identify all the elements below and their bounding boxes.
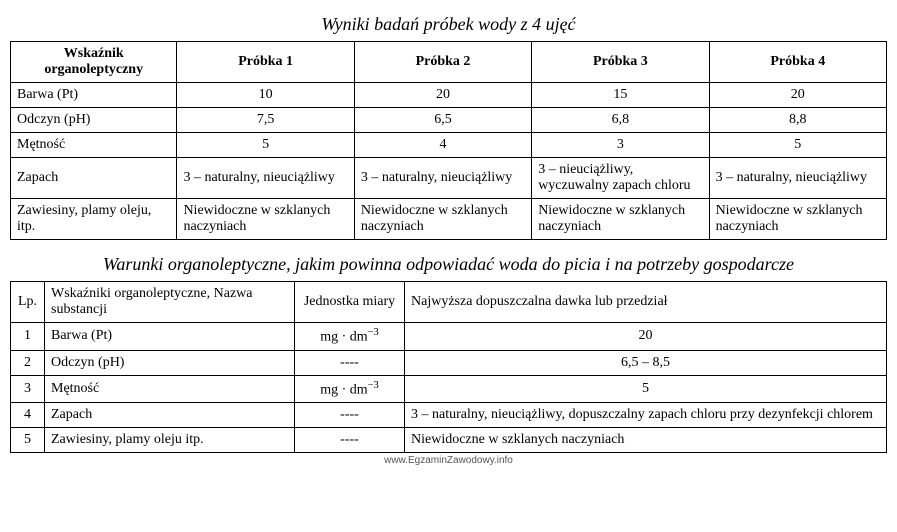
col-header-lp: Lp.	[11, 282, 45, 323]
cell-unit: ----	[295, 403, 405, 428]
cell-value: Niewidoczne w szklanych naczyniach	[532, 199, 709, 240]
table2-title: Warunki organoleptyczne, jakim powinna o…	[10, 254, 887, 275]
cell-value: 6,5	[354, 108, 531, 133]
cell-value: 20	[354, 83, 531, 108]
cell-value: 8,8	[709, 108, 886, 133]
col-header-indicator: Wskaźnik organoleptyczny	[11, 42, 177, 83]
results-table: Wskaźnik organoleptyczny Próbka 1 Próbka…	[10, 41, 887, 240]
cell-lp: 2	[11, 350, 45, 375]
cell-value: 15	[532, 83, 709, 108]
col-header-limit: Najwyższa dopuszczalna dawka lub przedzi…	[405, 282, 887, 323]
table-row: Mętność5435	[11, 133, 887, 158]
cell-unit: mg · dm−3	[295, 323, 405, 351]
cell-value: 3 – naturalny, nieuciążliwy	[354, 158, 531, 199]
cell-name: Barwa (Pt)	[45, 323, 295, 351]
requirements-table: Lp. Wskaźniki organoleptyczne, Nazwa sub…	[10, 281, 887, 453]
cell-value: 20	[709, 83, 886, 108]
table-row: Odczyn (pH)7,56,56,88,8	[11, 108, 887, 133]
col-header-sample4: Próbka 4	[709, 42, 886, 83]
cell-value: 6,8	[532, 108, 709, 133]
table-row: Zapach3 – naturalny, nieuciążliwy3 – nat…	[11, 158, 887, 199]
table-row: 2Odczyn (pH)----6,5 – 8,5	[11, 350, 887, 375]
cell-limit: 20	[405, 323, 887, 351]
col-header-unit: Jednostka miary	[295, 282, 405, 323]
cell-value: 3 – nieuciążliwy, wyczuwalny zapach chlo…	[532, 158, 709, 199]
cell-limit: 3 – naturalny, nieuciążliwy, dopuszczaln…	[405, 403, 887, 428]
col-header-sample2: Próbka 2	[354, 42, 531, 83]
table-header-row: Wskaźnik organoleptyczny Próbka 1 Próbka…	[11, 42, 887, 83]
cell-unit: mg · dm−3	[295, 375, 405, 403]
row-label: Barwa (Pt)	[11, 83, 177, 108]
cell-value: 3	[532, 133, 709, 158]
cell-unit: ----	[295, 428, 405, 453]
cell-name: Odczyn (pH)	[45, 350, 295, 375]
cell-value: 4	[354, 133, 531, 158]
cell-name: Mętność	[45, 375, 295, 403]
table-row: Zawiesiny, plamy oleju, itp.Niewidoczne …	[11, 199, 887, 240]
cell-value: 3 – naturalny, nieuciążliwy	[709, 158, 886, 199]
table1-title: Wyniki badań próbek wody z 4 ujęć	[10, 14, 887, 35]
table-header-row: Lp. Wskaźniki organoleptyczne, Nazwa sub…	[11, 282, 887, 323]
cell-value: 10	[177, 83, 354, 108]
cell-limit: Niewidoczne w szklanych naczyniach	[405, 428, 887, 453]
cell-name: Zapach	[45, 403, 295, 428]
cell-value: 3 – naturalny, nieuciążliwy	[177, 158, 354, 199]
cell-lp: 5	[11, 428, 45, 453]
cell-value: 5	[709, 133, 886, 158]
cell-value: 5	[177, 133, 354, 158]
col-header-sample1: Próbka 1	[177, 42, 354, 83]
cell-lp: 4	[11, 403, 45, 428]
table-row: 3Mętnośćmg · dm−35	[11, 375, 887, 403]
cell-lp: 1	[11, 323, 45, 351]
row-label: Mętność	[11, 133, 177, 158]
cell-value: Niewidoczne w szklanych naczyniach	[354, 199, 531, 240]
col-header-sample3: Próbka 3	[532, 42, 709, 83]
cell-limit: 5	[405, 375, 887, 403]
cell-unit: ----	[295, 350, 405, 375]
row-label: Odczyn (pH)	[11, 108, 177, 133]
cell-lp: 3	[11, 375, 45, 403]
cell-value: Niewidoczne w szklanych naczyniach	[177, 199, 354, 240]
table-row: 1Barwa (Pt)mg · dm−320	[11, 323, 887, 351]
cell-name: Zawiesiny, plamy oleju itp.	[45, 428, 295, 453]
footer-watermark: www.EgzaminZawodowy.info	[10, 455, 887, 466]
table-row: 4Zapach----3 – naturalny, nieuciążliwy, …	[11, 403, 887, 428]
cell-limit: 6,5 – 8,5	[405, 350, 887, 375]
cell-value: Niewidoczne w szklanych naczyniach	[709, 199, 886, 240]
table-row: Barwa (Pt)10201520	[11, 83, 887, 108]
row-label: Zawiesiny, plamy oleju, itp.	[11, 199, 177, 240]
cell-value: 7,5	[177, 108, 354, 133]
table-row: 5Zawiesiny, plamy oleju itp.----Niewidoc…	[11, 428, 887, 453]
col-header-name: Wskaźniki organoleptyczne, Nazwa substan…	[45, 282, 295, 323]
row-label: Zapach	[11, 158, 177, 199]
